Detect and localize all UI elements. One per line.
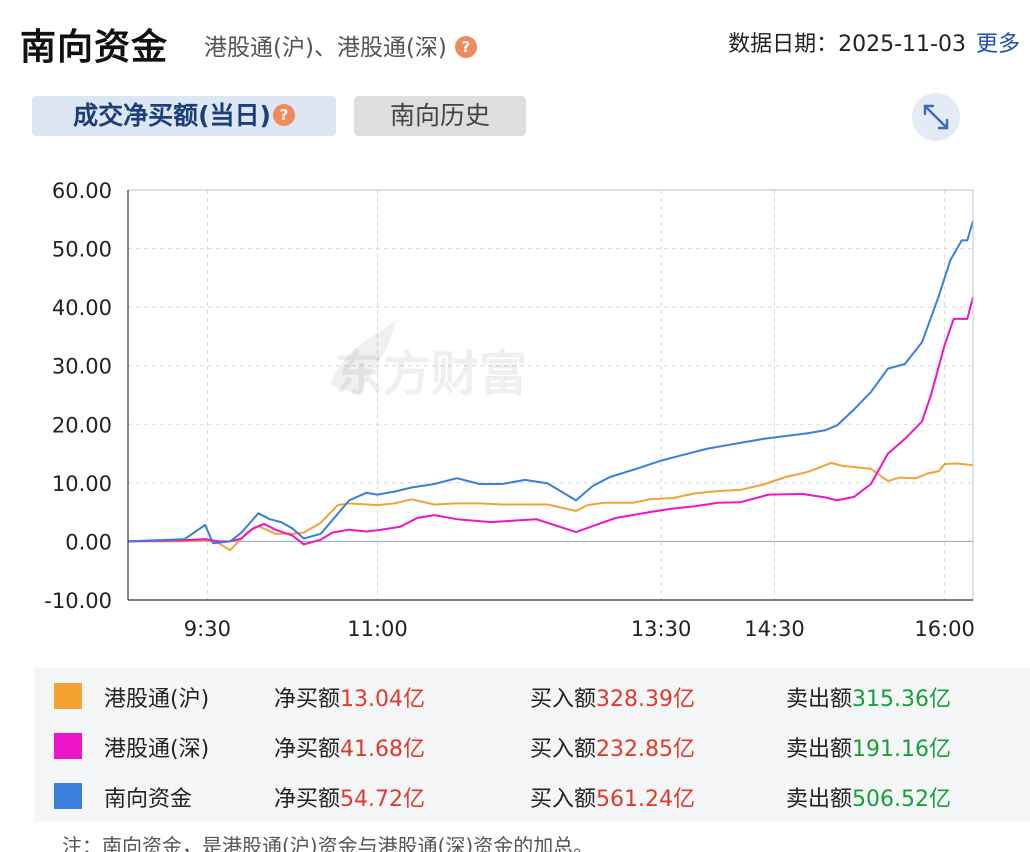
chart-lines — [127, 220, 974, 552]
chart-grid — [128, 190, 973, 600]
x-tick-label: 9:30 — [184, 617, 231, 640]
buy-stat: 买入额561.24亿 — [530, 781, 695, 813]
footnote: 注：南向资金，是港股通(沪)资金与港股通(深)资金的加总。 — [62, 834, 594, 852]
x-tick-label: 11:00 — [347, 617, 408, 640]
sell-value: 191.16亿 — [852, 737, 951, 762]
sell-label: 卖出额 — [786, 737, 853, 762]
data-date: 数据日期：2025-11-03 更多 — [728, 26, 1020, 58]
legend-row-total: 南向资金 净买额54.72亿 买入额561.24亿 卖出额506.52亿 — [34, 770, 1030, 820]
legend-series-name: 港股通(沪) — [104, 687, 210, 712]
series-line-2 — [127, 220, 974, 545]
net-buy-stat: 净买额13.04亿 — [274, 681, 425, 713]
legend-series-name: 南向资金 — [104, 787, 193, 812]
legend-swatch-total — [54, 783, 82, 809]
y-tick-label: 60.00 — [52, 179, 112, 203]
x-tick-label: 13:30 — [631, 617, 692, 640]
sell-value: 315.36亿 — [852, 687, 951, 712]
sell-value: 506.52亿 — [852, 787, 951, 812]
expand-button[interactable] — [912, 93, 960, 141]
chart-axes: 60.00 50.00 40.00 30.00 20.00 10.00 0.00 -10.00… — [44, 179, 975, 640]
net-buy-label: 净买额 — [274, 787, 341, 812]
page-title: 南向资金 — [20, 27, 169, 68]
legend-row-sh: 港股通(沪) 净买额13.04亿 买入额328.39亿 卖出额315.36亿 — [34, 670, 1030, 720]
y-tick-label: 40.00 — [52, 296, 112, 320]
net-buy-label: 净买额 — [274, 687, 341, 712]
subtitle-text: 港股通(沪)、港股通(深) — [204, 35, 447, 61]
buy-value: 561.24亿 — [596, 787, 695, 812]
series-line-1 — [127, 297, 974, 546]
net-buy-stat: 净买额54.72亿 — [274, 781, 425, 813]
plot-frame — [127, 189, 974, 601]
sell-stat: 卖出额315.36亿 — [786, 681, 951, 713]
y-tick-label: 10.00 — [52, 472, 112, 496]
legend-series-name: 港股通(深) — [104, 737, 210, 762]
y-tick-label: 0.00 — [65, 530, 112, 554]
net-buy-value: 13.04亿 — [340, 687, 425, 712]
y-tick-label: 50.00 — [52, 238, 112, 262]
x-tick-label: 16:00 — [914, 617, 975, 640]
buy-label: 买入额 — [530, 737, 597, 762]
buy-value: 232.85亿 — [596, 737, 695, 762]
legend-swatch-sh — [54, 683, 82, 709]
help-icon[interactable]: ? — [454, 35, 477, 58]
series-line-0 — [128, 461, 974, 552]
sell-label: 卖出额 — [786, 687, 853, 712]
sell-stat: 卖出额506.52亿 — [786, 781, 951, 813]
net-buy-value: 41.68亿 — [340, 737, 425, 762]
watermark-logo-icon — [330, 320, 395, 395]
buy-value: 328.39亿 — [596, 687, 695, 712]
buy-label: 买入额 — [530, 687, 597, 712]
net-buy-value: 54.72亿 — [340, 787, 425, 812]
tab-net-buy-today-label: 成交净买额(当日) — [73, 101, 271, 130]
tab-help-icon[interactable]: ? — [272, 104, 295, 126]
watermark-text: 东方财富 — [335, 346, 527, 402]
header: 南向资金 港股通(沪)、港股通(深)? 数据日期：2025-11-03 更多 — [20, 14, 1020, 68]
more-link[interactable]: 更多 — [975, 32, 1020, 57]
x-tick-label: 14:30 — [744, 617, 805, 640]
buy-stat: 买入额328.39亿 — [530, 681, 695, 713]
data-date-label: 数据日期：2025-11-03 — [728, 32, 966, 57]
y-tick-label: -10.00 — [44, 589, 112, 613]
subtitle: 港股通(沪)、港股通(深)? — [204, 28, 477, 62]
net-buy-label: 净买额 — [274, 737, 341, 762]
sell-label: 卖出额 — [786, 787, 853, 812]
y-tick-label: 20.00 — [52, 413, 112, 437]
expand-icon — [923, 104, 949, 130]
legend-row-sz: 港股通(深) 净买额41.68亿 买入额232.85亿 卖出额191.16亿 — [34, 720, 1030, 770]
net-buy-stat: 净买额41.68亿 — [274, 731, 425, 763]
sell-stat: 卖出额191.16亿 — [786, 731, 951, 763]
legend-table: 港股通(沪) 净买额13.04亿 买入额328.39亿 卖出额315.36亿 港… — [34, 668, 1030, 822]
y-tick-label: 30.00 — [52, 355, 112, 379]
tab-southbound-history[interactable]: 南向历史 — [354, 96, 526, 136]
buy-label: 买入额 — [530, 787, 597, 812]
legend-swatch-sz — [54, 733, 82, 759]
buy-stat: 买入额232.85亿 — [530, 731, 695, 763]
net-buy-line-chart: 东方财富 60.00 50.00 40.00 30.00 20.00 10.00 0.00 -… — [44, 179, 975, 640]
tab-net-buy-today[interactable]: 成交净买额(当日)? — [32, 96, 336, 136]
